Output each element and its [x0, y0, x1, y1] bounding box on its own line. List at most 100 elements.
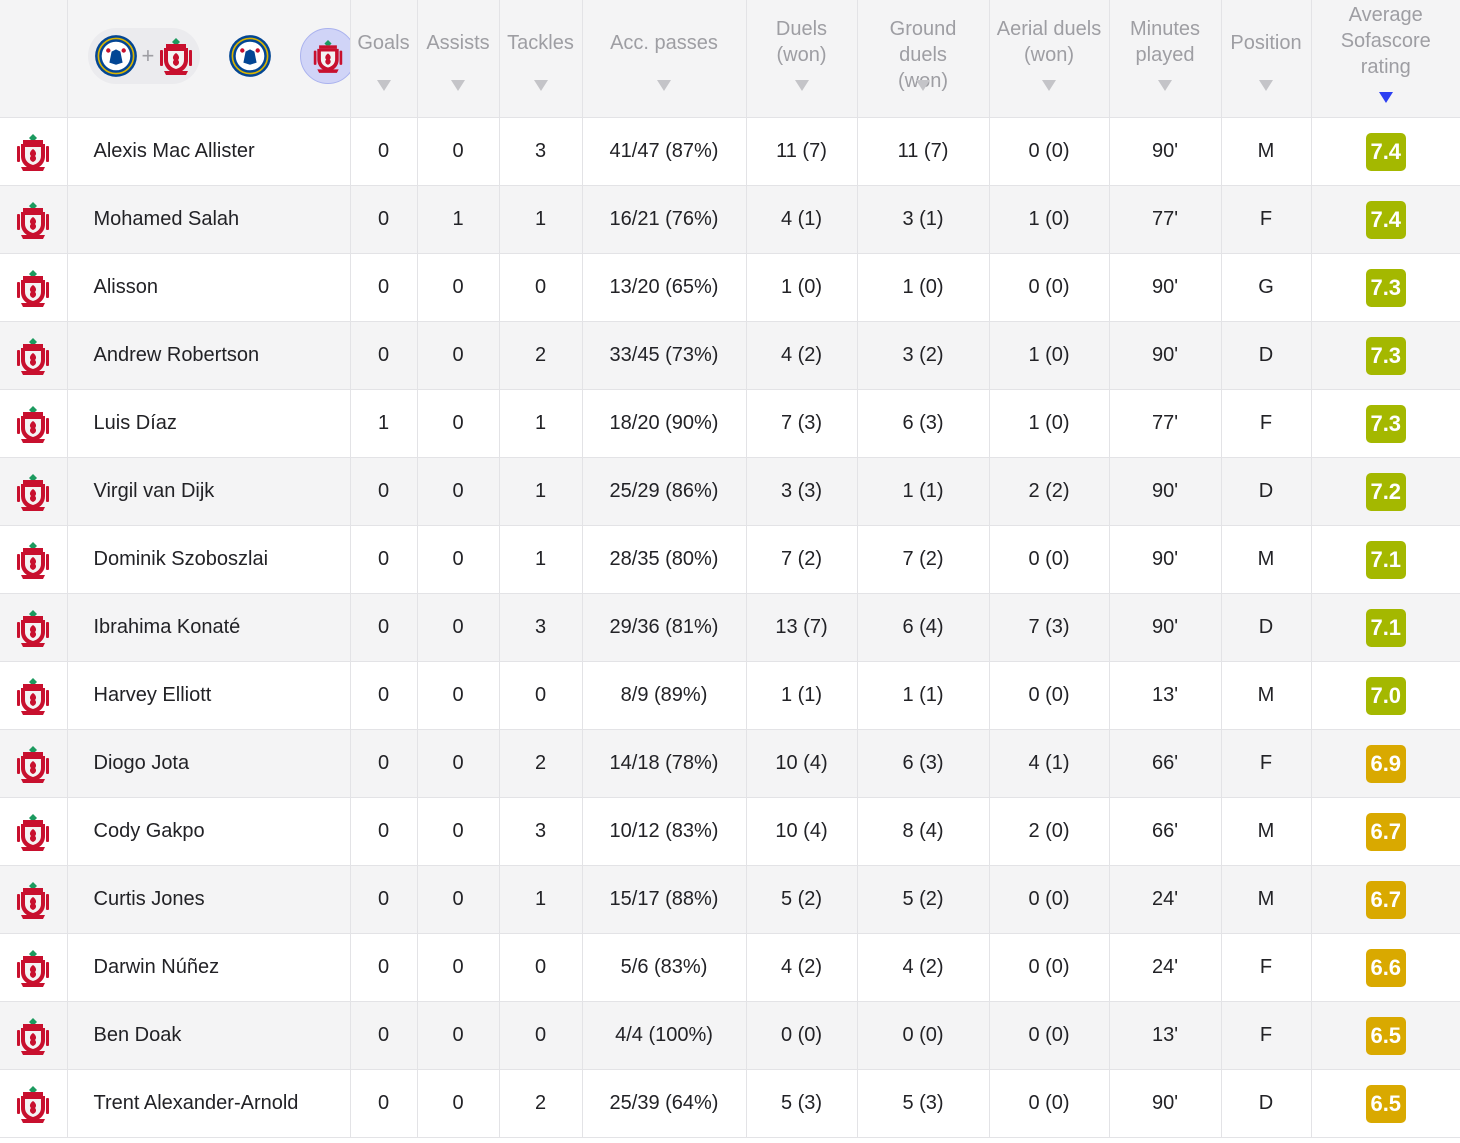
stat-tackles: 1 — [499, 525, 583, 594]
table-row[interactable]: Ben Doak 0 0 0 4/4 (100%) 0 (0) 0 (0) 0 (0) 13' F… — [0, 1001, 1460, 1070]
stat-minutes: 90' — [1109, 253, 1222, 322]
stat-acc-passes: 18/20 (90%) — [582, 389, 747, 458]
rating-cell: 7.1 — [1311, 593, 1460, 662]
column-header-rating[interactable]: Average Sofascore rating — [1311, 0, 1460, 118]
column-header-label: Acc. passes — [610, 32, 718, 54]
column-header-duels[interactable]: Duels (won) — [746, 0, 858, 118]
player-name[interactable]: Diogo Jota — [67, 729, 351, 798]
stat-position: M — [1221, 865, 1312, 934]
column-header-label: Duels (won) — [775, 18, 828, 66]
table-row[interactable]: Alisson 0 0 0 13/20 (65%) 1 (0) 1 (0) 0 (0) 90' G… — [0, 253, 1460, 322]
stat-minutes: 90' — [1109, 1069, 1222, 1138]
table-row[interactable]: Diogo Jota 0 0 2 14/18 (78%) 10 (4) 6 (3) 4 (1)… — [0, 729, 1460, 798]
stat-duels: 1 (0) — [746, 253, 858, 322]
player-name[interactable]: Alexis Mac Allister — [67, 117, 351, 186]
stat-position: F — [1221, 389, 1312, 458]
table-row[interactable]: Trent Alexander-Arnold 0 0 2 25/39 (64%) 5 (3… — [0, 1069, 1460, 1138]
combined-teams-toggle[interactable]: + — [87, 28, 201, 84]
liverpool-crest-icon — [15, 268, 51, 308]
stat-tackles: 0 — [499, 933, 583, 1002]
chelsea-team-toggle[interactable] — [222, 28, 278, 84]
liverpool-team-toggle[interactable] — [300, 28, 349, 84]
sort-arrow-icon — [794, 80, 809, 91]
player-name[interactable]: Alisson — [67, 253, 351, 322]
team-crest-cell — [0, 389, 68, 458]
stat-position: D — [1221, 1069, 1312, 1138]
stat-ground-duels: 4 (2) — [857, 933, 990, 1002]
liverpool-crest-icon — [15, 404, 51, 444]
sort-arrow-icon — [376, 80, 391, 91]
rating-badge: 6.7 — [1365, 812, 1406, 851]
column-header-goals[interactable]: Goals — [350, 0, 418, 118]
column-header-tackles[interactable]: Tackles — [499, 0, 583, 118]
table-row[interactable]: Darwin Núñez 0 0 0 5/6 (83%) 4 (2) 4 (2) 0 (0) 2… — [0, 933, 1460, 1002]
table-row[interactable]: Harvey Elliott 0 0 0 8/9 (89%) 1 (1) 1 (1) 0 (0… — [0, 661, 1460, 730]
table-row[interactable]: Ibrahima Konaté 0 0 3 29/36 (81%) 13 (7) 6 (4)… — [0, 593, 1460, 662]
stat-ground-duels: 3 (2) — [857, 321, 990, 390]
column-header-assists[interactable]: Assists — [417, 0, 500, 118]
team-crest-cell — [0, 865, 68, 934]
stat-aerial-duels: 1 (0) — [989, 321, 1110, 390]
stat-tackles: 0 — [499, 661, 583, 730]
stat-minutes: 24' — [1109, 933, 1222, 1002]
header-team-icon-cell — [0, 0, 68, 118]
player-name[interactable]: Curtis Jones — [67, 865, 351, 934]
liverpool-crest-icon — [15, 880, 51, 920]
table-row[interactable]: Cody Gakpo 0 0 3 10/12 (83%) 10 (4) 8 (4) 2 (0)… — [0, 797, 1460, 866]
header-row: + Goals Assists — [0, 0, 1460, 118]
stat-goals: 0 — [350, 525, 418, 594]
sort-arrow-icon — [451, 80, 465, 91]
stat-position: M — [1221, 525, 1312, 594]
stat-aerial-duels: 1 (0) — [989, 185, 1110, 254]
stat-duels: 3 (3) — [746, 457, 858, 526]
player-name[interactable]: Ben Doak — [67, 1001, 351, 1070]
stat-position: G — [1221, 253, 1312, 322]
player-name[interactable]: Andrew Robertson — [67, 321, 351, 390]
stat-duels: 11 (7) — [746, 117, 858, 186]
liverpool-crest-icon — [15, 132, 51, 172]
team-filter: + — [87, 28, 349, 84]
column-header-minutes-played[interactable]: Minutes played — [1109, 0, 1222, 118]
player-name[interactable]: Cody Gakpo — [67, 797, 351, 866]
column-header-aerial-duels[interactable]: Aerial duels (won) — [989, 0, 1110, 118]
stat-tackles: 1 — [499, 389, 583, 458]
stat-acc-passes: 10/12 (83%) — [582, 797, 747, 866]
plus-sign: + — [141, 43, 155, 68]
player-name[interactable]: Mohamed Salah — [67, 185, 351, 254]
team-filter-cell: + — [67, 0, 351, 118]
stat-goals: 0 — [350, 117, 418, 186]
rating-cell: 7.3 — [1311, 321, 1460, 390]
table-row[interactable]: Alexis Mac Allister 0 0 3 41/47 (87%) 11 (7) 1… — [0, 117, 1460, 186]
player-name[interactable]: Harvey Elliott — [67, 661, 351, 730]
stat-tackles: 1 — [499, 457, 583, 526]
stat-goals: 0 — [350, 321, 418, 390]
column-header-ground-duels[interactable]: Ground duels (won) — [857, 0, 990, 118]
stat-minutes: 24' — [1109, 865, 1222, 934]
rating-cell: 7.4 — [1311, 185, 1460, 254]
column-header-label: Minutes played — [1129, 18, 1201, 66]
stat-minutes: 90' — [1109, 457, 1222, 526]
table-row[interactable]: Virgil van Dijk 0 0 1 25/29 (86%) 3 (3) 1 (1) 2… — [0, 457, 1460, 526]
stat-assists: 0 — [417, 865, 500, 934]
table-row[interactable]: Luis Díaz 1 0 1 18/20 (90%) 7 (3) 6 (3) 1 (0) 77… — [0, 389, 1460, 458]
column-header-acc-passes[interactable]: Acc. passes — [582, 0, 747, 118]
team-crest-cell — [0, 933, 68, 1002]
table-row[interactable]: Dominik Szoboszlai 0 0 1 28/35 (80%) 7 (2) 7 (… — [0, 525, 1460, 594]
stat-aerial-duels: 0 (0) — [989, 865, 1110, 934]
player-name[interactable]: Luis Díaz — [67, 389, 351, 458]
stat-acc-passes: 25/39 (64%) — [582, 1069, 747, 1138]
table-row[interactable]: Mohamed Salah 0 1 1 16/21 (76%) 4 (1) 3 (1) 1 (… — [0, 185, 1460, 254]
player-name[interactable]: Trent Alexander-Arnold — [67, 1069, 351, 1138]
stat-duels: 1 (1) — [746, 661, 858, 730]
stat-position: D — [1221, 593, 1312, 662]
player-name[interactable]: Ibrahima Konaté — [67, 593, 351, 662]
stat-position: M — [1221, 117, 1312, 186]
column-header-position[interactable]: Position — [1221, 0, 1312, 118]
table-row[interactable]: Andrew Robertson 0 0 2 33/45 (73%) 4 (2) 3 (2)… — [0, 321, 1460, 390]
player-name[interactable]: Virgil van Dijk — [67, 457, 351, 526]
team-crest-cell — [0, 1001, 68, 1070]
player-name[interactable]: Dominik Szoboszlai — [67, 525, 351, 594]
player-name[interactable]: Darwin Núñez — [67, 933, 351, 1002]
stat-ground-duels: 5 (3) — [857, 1069, 990, 1138]
table-row[interactable]: Curtis Jones 0 0 1 15/17 (88%) 5 (2) 5 (2) 0 (0… — [0, 865, 1460, 934]
